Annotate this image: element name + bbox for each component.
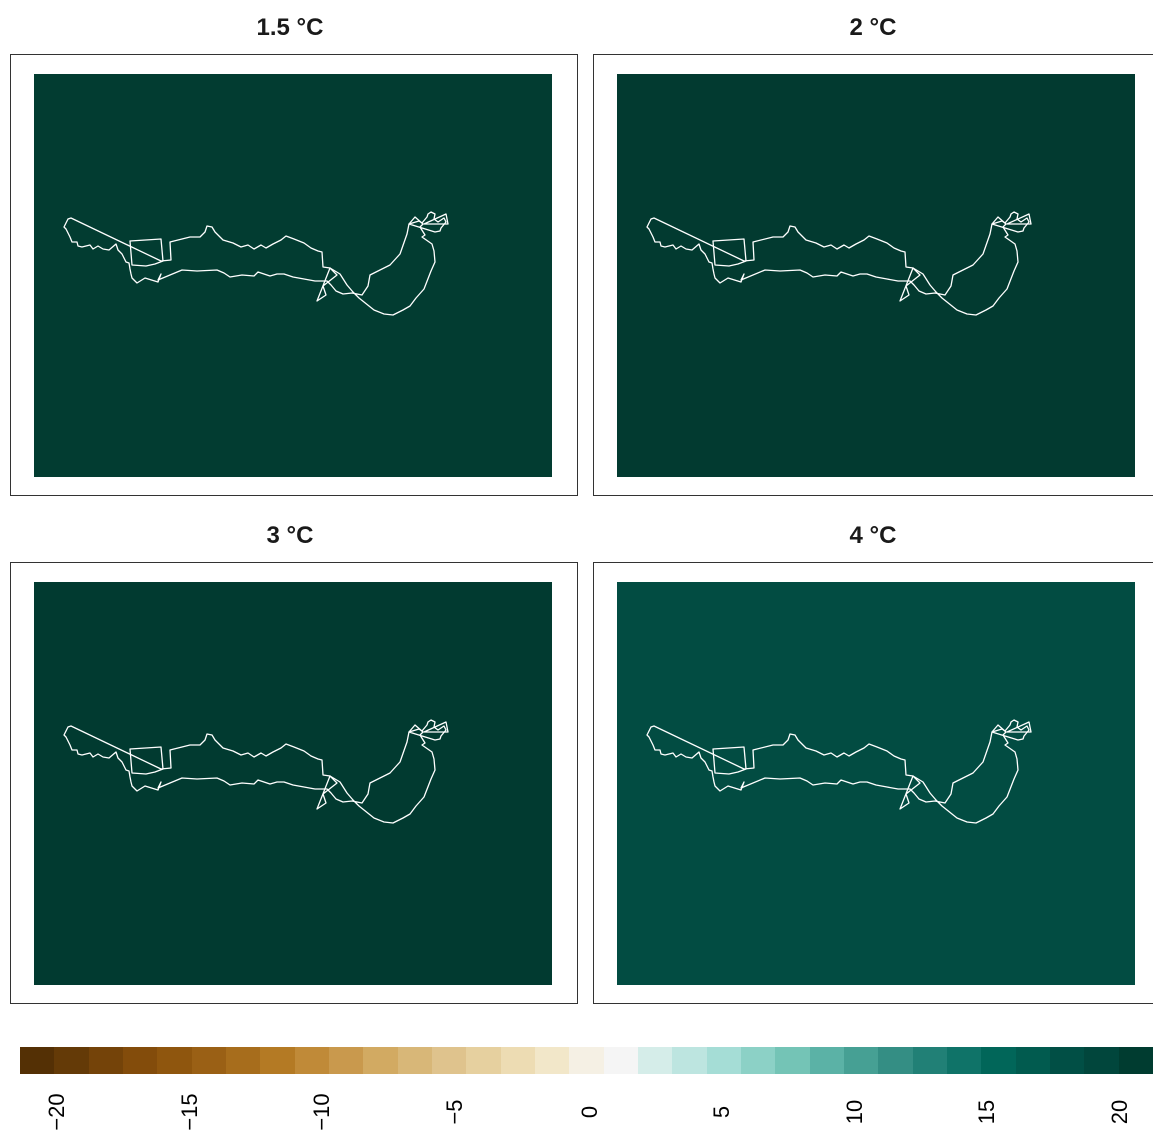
colorbar-tick-label: −15 [177,1093,202,1131]
region-boundary [63,724,436,824]
colorbar-tick-label: 20 [1107,1099,1132,1125]
map-fill [34,582,552,985]
colorbar-swatch [603,1047,638,1074]
map-fill [617,74,1135,477]
region-boundary [423,213,449,225]
region-boundary [1006,213,1032,225]
colorbar [20,1047,1153,1074]
map-fill [617,582,1135,985]
colorbar-tick-label: 0 [577,1105,602,1119]
colorbar-swatch [363,1047,398,1074]
region-outline [63,211,449,316]
colorbar-swatch [534,1047,570,1074]
colorbar-swatch [809,1047,844,1074]
region-boundary [316,775,338,810]
panel-title-4c: 4 °C [849,522,897,549]
colorbar-swatch [157,1047,192,1074]
colorbar-swatch [328,1047,364,1074]
region-boundary [646,216,1019,316]
colorbar-swatch [431,1047,467,1074]
colorbar-tick-label: −10 [309,1093,334,1131]
map-panel-1-5c [10,54,578,496]
region-boundary [899,775,921,810]
map-panel-3c [10,562,578,1004]
colorbar-swatch [397,1047,432,1074]
region-boundary [129,746,164,775]
colorbar-swatch [1118,1047,1153,1074]
region-boundary [1006,721,1032,733]
panel-title-2c: 2 °C [849,14,897,41]
map-fill [34,74,552,477]
colorbar-swatch [54,1047,89,1074]
colorbar-swatch [294,1047,329,1074]
colorbar-swatch [260,1047,295,1074]
map-panel-4c [593,562,1153,1004]
colorbar-tick-label: 10 [842,1099,867,1125]
panel-title-3c: 3 °C [266,522,314,549]
map-panel-2c [593,54,1153,496]
region-boundary [63,216,436,316]
colorbar-swatch [569,1047,604,1074]
colorbar-swatch [946,1047,982,1074]
colorbar-swatch [122,1047,158,1074]
region-boundary [712,238,747,267]
colorbar-tick-label: 15 [974,1099,999,1125]
colorbar-swatch [637,1047,673,1074]
region-outline [646,211,1032,316]
region-outline [646,719,1032,824]
colorbar-swatch [843,1047,879,1074]
region-outline [63,719,449,824]
region-boundary [129,238,164,267]
colorbar-tick-label: 5 [709,1105,734,1119]
colorbar-swatch [1049,1047,1085,1074]
colorbar-swatch [1015,1047,1050,1074]
colorbar-swatch [672,1047,707,1074]
colorbar-swatch [1084,1047,1119,1074]
colorbar-swatch [500,1047,535,1074]
colorbar-swatch [88,1047,123,1074]
colorbar-swatch [225,1047,261,1074]
colorbar-swatch [706,1047,741,1074]
colorbar-swatch [878,1047,913,1074]
colorbar-swatch [775,1047,810,1074]
region-boundary [712,746,747,775]
colorbar-swatch [912,1047,947,1074]
region-boundary [316,267,338,302]
region-boundary [423,721,449,733]
colorbar-swatch [20,1047,55,1074]
colorbar-swatch [466,1047,501,1074]
colorbar-swatch [191,1047,226,1074]
colorbar-tick-label: −5 [442,1099,467,1125]
region-boundary [899,267,921,302]
colorbar-tick-label: −20 [44,1093,69,1131]
colorbar-swatch [740,1047,776,1074]
colorbar-swatch [981,1047,1016,1074]
region-boundary [646,724,1019,824]
panel-title-1-5c: 1.5 °C [256,14,324,41]
